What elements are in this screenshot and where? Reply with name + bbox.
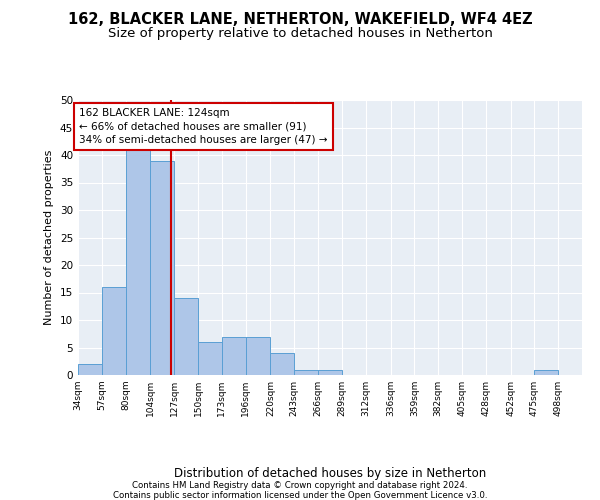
Y-axis label: Number of detached properties: Number of detached properties [44, 150, 55, 325]
Text: 162 BLACKER LANE: 124sqm
← 66% of detached houses are smaller (91)
34% of semi-d: 162 BLACKER LANE: 124sqm ← 66% of detach… [79, 108, 328, 144]
Bar [78, 364, 102, 375]
Bar [102, 287, 125, 375]
Bar [222, 336, 245, 375]
Bar [125, 150, 151, 375]
Text: 162, BLACKER LANE, NETHERTON, WAKEFIELD, WF4 4EZ: 162, BLACKER LANE, NETHERTON, WAKEFIELD,… [68, 12, 532, 28]
Bar [294, 370, 318, 375]
Bar [198, 342, 222, 375]
Text: Size of property relative to detached houses in Netherton: Size of property relative to detached ho… [107, 28, 493, 40]
Bar [174, 298, 198, 375]
Bar [318, 370, 342, 375]
Text: Contains HM Land Registry data © Crown copyright and database right 2024.: Contains HM Land Registry data © Crown c… [132, 481, 468, 490]
Bar [271, 353, 294, 375]
Bar [151, 160, 174, 375]
Bar [535, 370, 558, 375]
Text: Distribution of detached houses by size in Netherton: Distribution of detached houses by size … [174, 468, 486, 480]
Text: Contains public sector information licensed under the Open Government Licence v3: Contains public sector information licen… [113, 491, 487, 500]
Bar [245, 336, 271, 375]
